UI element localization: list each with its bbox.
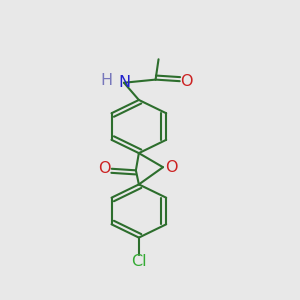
Text: O: O <box>180 74 193 89</box>
Text: Cl: Cl <box>131 254 147 268</box>
Text: O: O <box>165 160 177 175</box>
Text: H: H <box>100 73 112 88</box>
Text: O: O <box>98 161 111 176</box>
Text: N: N <box>118 75 130 90</box>
